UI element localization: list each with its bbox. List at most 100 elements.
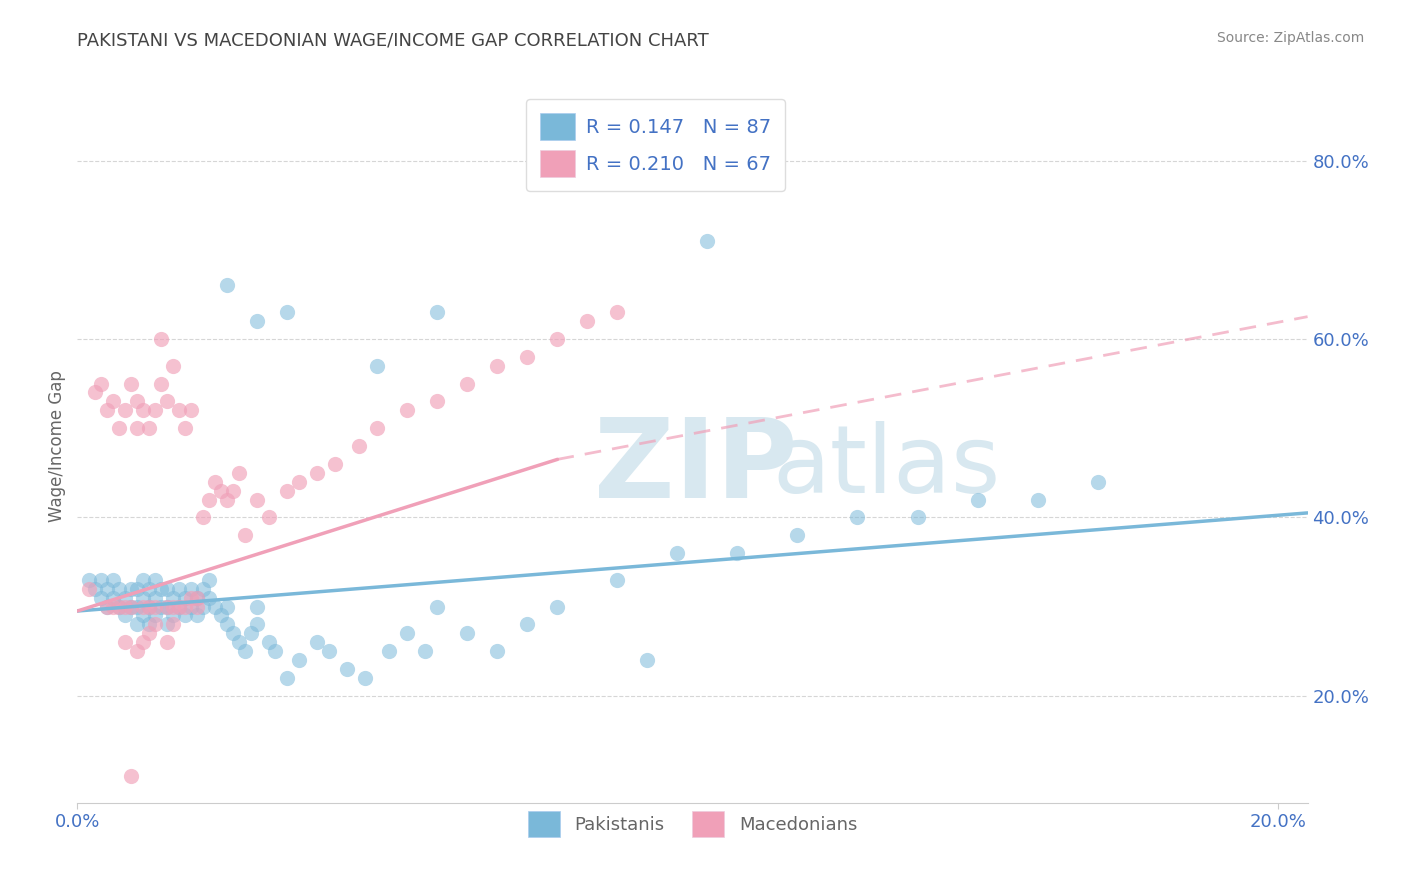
Point — [132, 599, 155, 614]
Point — [546, 599, 568, 614]
Point — [217, 492, 239, 507]
Point — [90, 591, 112, 605]
Point — [235, 644, 257, 658]
Point — [217, 278, 239, 293]
Point — [222, 626, 245, 640]
Point — [276, 305, 298, 319]
Point — [156, 582, 179, 596]
Point — [606, 305, 628, 319]
Point — [132, 573, 155, 587]
Point — [259, 510, 281, 524]
Point — [79, 582, 101, 596]
Point — [966, 492, 988, 507]
Point — [546, 332, 568, 346]
Point — [96, 599, 118, 614]
Point — [217, 599, 239, 614]
Point — [204, 475, 226, 489]
Point — [486, 359, 509, 373]
Point — [96, 403, 118, 417]
Point — [108, 599, 131, 614]
Point — [84, 385, 107, 400]
Point — [156, 617, 179, 632]
Point — [108, 582, 131, 596]
Point — [180, 403, 202, 417]
Point — [193, 510, 215, 524]
Point — [180, 591, 202, 605]
Point — [150, 376, 173, 391]
Point — [127, 421, 149, 435]
Point — [198, 492, 221, 507]
Point — [1087, 475, 1109, 489]
Point — [114, 635, 136, 649]
Point — [162, 608, 184, 623]
Point — [426, 599, 449, 614]
Point — [366, 359, 388, 373]
Point — [103, 599, 125, 614]
Point — [162, 359, 184, 373]
Point — [143, 617, 166, 632]
Point — [180, 582, 202, 596]
Point — [396, 403, 419, 417]
Point — [486, 644, 509, 658]
Point — [198, 573, 221, 587]
Point — [307, 466, 329, 480]
Point — [156, 635, 179, 649]
Point — [259, 635, 281, 649]
Point — [186, 608, 208, 623]
Point — [246, 599, 269, 614]
Point — [150, 599, 173, 614]
Point — [138, 626, 160, 640]
Point — [246, 617, 269, 632]
Point — [576, 314, 599, 328]
Point — [108, 421, 131, 435]
Point — [727, 546, 749, 560]
Point — [108, 599, 131, 614]
Point — [240, 626, 263, 640]
Point — [156, 599, 179, 614]
Point — [217, 617, 239, 632]
Point — [143, 403, 166, 417]
Point — [143, 591, 166, 605]
Point — [120, 599, 142, 614]
Point — [96, 582, 118, 596]
Point — [288, 653, 311, 667]
Point — [138, 582, 160, 596]
Point — [114, 403, 136, 417]
Point — [193, 599, 215, 614]
Point — [336, 662, 359, 676]
Point — [666, 546, 689, 560]
Point — [193, 582, 215, 596]
Point — [209, 608, 232, 623]
Point — [138, 421, 160, 435]
Point — [246, 492, 269, 507]
Y-axis label: Wage/Income Gap: Wage/Income Gap — [48, 370, 66, 522]
Point — [169, 599, 191, 614]
Point — [143, 599, 166, 614]
Point — [120, 376, 142, 391]
Point — [246, 314, 269, 328]
Point — [228, 466, 250, 480]
Point — [103, 591, 125, 605]
Point — [186, 599, 208, 614]
Point — [307, 635, 329, 649]
Point — [288, 475, 311, 489]
Point — [150, 332, 173, 346]
Text: atlas: atlas — [772, 421, 1001, 514]
Point — [186, 591, 208, 605]
Point — [456, 376, 478, 391]
Point — [169, 403, 191, 417]
Point — [174, 421, 197, 435]
Text: ZIP: ZIP — [595, 414, 797, 521]
Legend: Pakistanis, Macedonians: Pakistanis, Macedonians — [520, 804, 865, 844]
Point — [318, 644, 340, 658]
Point — [209, 483, 232, 498]
Point — [426, 394, 449, 409]
Point — [138, 617, 160, 632]
Point — [264, 644, 287, 658]
Point — [204, 599, 226, 614]
Point — [186, 591, 208, 605]
Point — [516, 350, 538, 364]
Point — [90, 573, 112, 587]
Point — [907, 510, 929, 524]
Point — [84, 582, 107, 596]
